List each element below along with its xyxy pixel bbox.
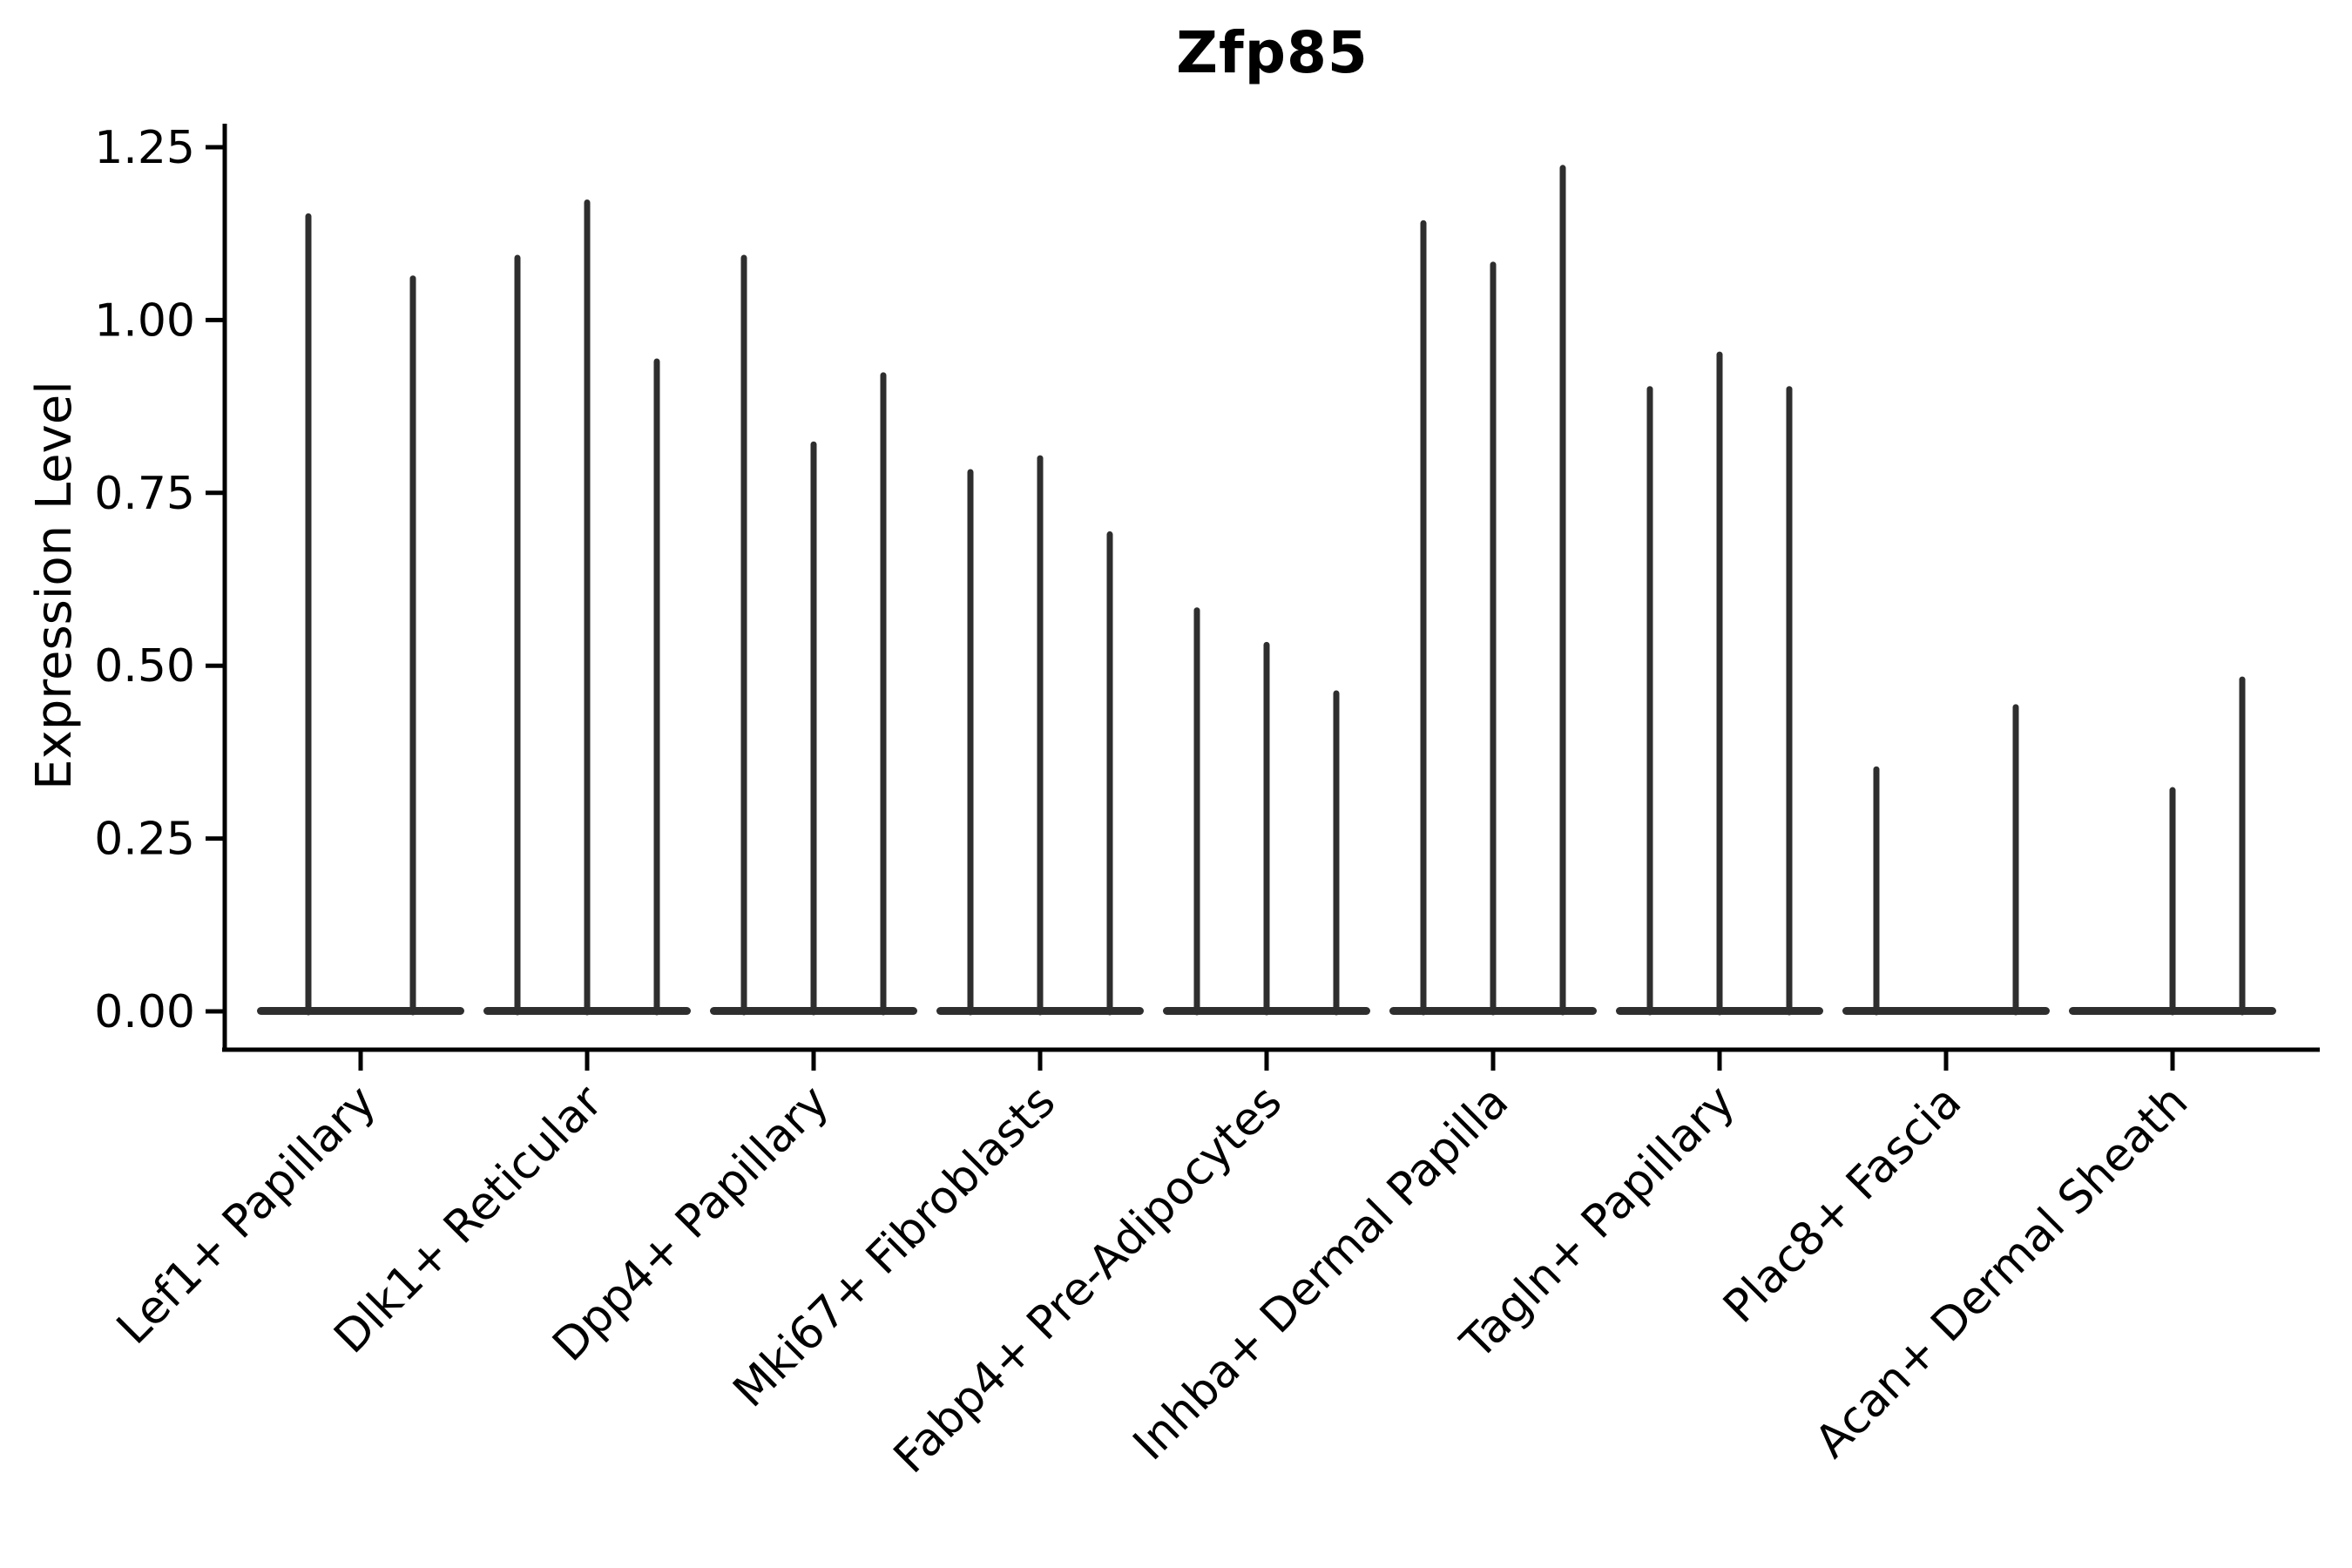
y-tick-label: 1.00 bbox=[94, 294, 195, 347]
violin-base bbox=[1842, 1007, 2050, 1015]
x-tick-label: Acan+ Dermal Sheath bbox=[1806, 1076, 2199, 1469]
chart-title: Zfp85 bbox=[1176, 19, 1369, 86]
y-axis-label: Expression Level bbox=[26, 381, 83, 790]
x-tick-label: Fabp4+ Pre-Adipocytes bbox=[884, 1076, 1292, 1484]
violin-base bbox=[257, 1007, 464, 1015]
x-tick-label: Inhba+ Dermal Papilla bbox=[1124, 1076, 1518, 1470]
y-tick-label: 0.50 bbox=[94, 640, 195, 693]
y-tick-label: 0.75 bbox=[94, 468, 195, 520]
x-tick-label: Plac8+ Fascia bbox=[1713, 1076, 1971, 1334]
y-tick-label: 0.00 bbox=[94, 986, 195, 1038]
y-tick-label: 0.25 bbox=[94, 814, 195, 866]
y-tick-label: 1.25 bbox=[94, 122, 195, 174]
